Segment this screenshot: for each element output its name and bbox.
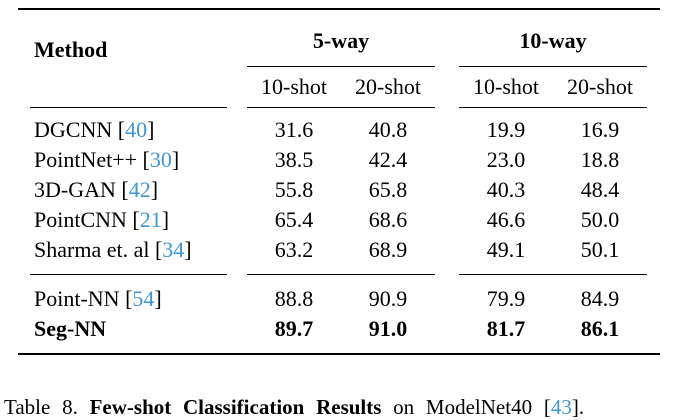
method-cell: PointNet++ [30]: [30, 145, 227, 175]
value-cell: 81.7: [486, 316, 526, 341]
citation-link[interactable]: 54: [132, 286, 155, 311]
method-name: PointCNN: [34, 207, 127, 232]
table-row: Point-NN [54] 88.8 90.9 79.9 84.9: [18, 275, 660, 315]
table-row: Sharma et. al [34] 63.2 68.9 49.1 50.1: [18, 235, 660, 275]
column-spacer: [435, 9, 459, 108]
col-header-method: Method: [30, 9, 227, 108]
group-header-5way: 5-way: [247, 9, 435, 67]
citation: [30]: [142, 147, 180, 172]
value-cell: 55.8: [274, 177, 314, 202]
table-row: DGCNN [40] 31.6 40.8 19.9 16.9: [18, 108, 660, 146]
value-cell: 40.8: [368, 117, 408, 142]
caption-middle: on ModelNet40: [381, 395, 544, 419]
group-header-row: Method 5-way 10-way: [18, 9, 660, 108]
method-name: Seg-NN: [34, 316, 107, 341]
method-cell: PointCNN [21]: [30, 205, 227, 235]
citation: [54]: [125, 286, 162, 311]
citation: [21]: [132, 207, 170, 232]
value-cell: 40.3: [486, 177, 526, 202]
citation: [42]: [121, 177, 159, 202]
method-cell: Point-NN [54]: [30, 275, 227, 315]
method-name: Point-NN: [34, 286, 120, 311]
value-cell: 89.7: [274, 316, 314, 341]
value-cell: 49.1: [459, 235, 553, 275]
value-cell: 42.4: [368, 147, 408, 172]
value-cell: 68.6: [368, 207, 408, 232]
citation-link[interactable]: 30: [149, 147, 172, 172]
method-cell: DGCNN [40]: [30, 108, 227, 146]
value-cell: 79.9: [486, 286, 526, 311]
citation: [40]: [117, 117, 155, 142]
table-row: PointCNN [21] 65.4 68.6 46.6 50.0: [18, 205, 660, 235]
left-gutter: [18, 9, 30, 108]
value-cell: 18.8: [580, 147, 620, 172]
value-cell: 86.1: [580, 316, 620, 341]
table-row: PointNet++ [30] 38.5 42.4 23.0 18.8: [18, 145, 660, 175]
method-name: Sharma et. al: [34, 237, 150, 262]
caption-bracket-close: ]: [571, 395, 579, 419]
value-cell: 65.8: [368, 177, 408, 202]
citation-link[interactable]: 40: [125, 117, 148, 142]
table-caption: Table 8. Few-shot Classification Results…: [4, 395, 674, 420]
caption-bracket-open: [: [543, 395, 551, 419]
col-header-5way-20shot: 20-shot: [341, 66, 435, 108]
subheader-row: 10-shot 20-shot 10-shot 20-shot: [18, 66, 660, 108]
method-name: PointNet++: [34, 147, 138, 172]
method-name: DGCNN: [34, 117, 113, 142]
value-cell: 68.9: [341, 235, 435, 275]
value-cell: 84.9: [580, 286, 620, 311]
method-cell: Sharma et. al [34]: [30, 235, 227, 275]
method-name: 3D-GAN: [34, 177, 116, 202]
citation-link[interactable]: 42: [128, 177, 151, 202]
results-table: Method 5-way 10-way 10-shot 20-shot 10-s…: [18, 8, 660, 355]
value-cell: 91.0: [368, 316, 408, 341]
value-cell: 50.0: [580, 207, 620, 232]
col-header-10way-10shot: 10-shot: [459, 66, 553, 108]
col-header-5way-10shot: 10-shot: [247, 66, 341, 108]
value-cell: 19.9: [486, 117, 526, 142]
value-cell: 50.1: [553, 235, 647, 275]
col-header-10way-20shot: 20-shot: [553, 66, 647, 108]
method-cell: 3D-GAN [42]: [30, 175, 227, 205]
value-cell: 48.4: [580, 177, 620, 202]
value-cell: 88.8: [274, 286, 314, 311]
caption-citation-link[interactable]: 43: [550, 395, 572, 419]
value-cell: 31.6: [274, 117, 314, 142]
citation-link[interactable]: 34: [162, 237, 185, 262]
value-cell: 16.9: [580, 117, 620, 142]
table-row: 3D-GAN [42] 55.8 65.8 40.3 48.4: [18, 175, 660, 205]
table-row-ours: Seg-NN 89.7 91.0 81.7 86.1: [18, 314, 660, 354]
caption-bold-title: Few-shot Classification Results: [89, 395, 382, 419]
group-header-10way: 10-way: [459, 9, 647, 67]
caption-suffix: .: [578, 395, 585, 419]
value-cell: 38.5: [274, 147, 314, 172]
citation-link[interactable]: 21: [139, 207, 162, 232]
right-gutter: [647, 9, 660, 108]
value-cell: 23.0: [486, 147, 526, 172]
value-cell: 63.2: [247, 235, 341, 275]
caption-prefix: Table 8.: [4, 395, 90, 419]
method-cell: Seg-NN: [30, 314, 227, 354]
citation: [34]: [154, 237, 192, 262]
value-cell: 90.9: [368, 286, 408, 311]
column-spacer: [227, 9, 247, 108]
value-cell: 65.4: [274, 207, 314, 232]
value-cell: 46.6: [486, 207, 526, 232]
